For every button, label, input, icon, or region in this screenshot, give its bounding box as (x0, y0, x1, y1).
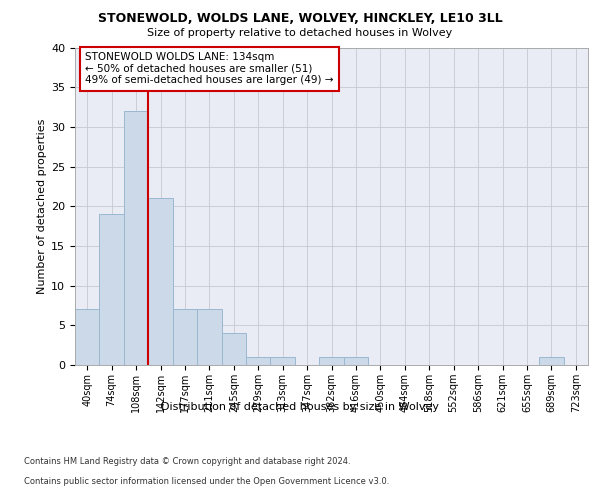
Text: STONEWOLD WOLDS LANE: 134sqm
← 50% of detached houses are smaller (51)
49% of se: STONEWOLD WOLDS LANE: 134sqm ← 50% of de… (85, 52, 334, 86)
Text: Size of property relative to detached houses in Wolvey: Size of property relative to detached ho… (148, 28, 452, 38)
Bar (197, 310, 221, 365)
Bar (148, 198, 173, 365)
Bar (271, 357, 295, 365)
Bar (246, 357, 271, 365)
Text: STONEWOLD, WOLDS LANE, WOLVEY, HINCKLEY, LE10 3LL: STONEWOLD, WOLDS LANE, WOLVEY, HINCKLEY,… (98, 12, 502, 26)
Bar (319, 357, 344, 365)
Text: Distribution of detached houses by size in Wolvey: Distribution of detached houses by size … (161, 402, 439, 412)
Bar (344, 357, 368, 365)
Bar (221, 333, 246, 365)
Text: Contains public sector information licensed under the Open Government Licence v3: Contains public sector information licen… (24, 478, 389, 486)
Bar (539, 357, 563, 365)
Bar (173, 310, 197, 365)
Bar (75, 310, 100, 365)
Y-axis label: Number of detached properties: Number of detached properties (37, 118, 47, 294)
Bar (124, 111, 148, 365)
Text: Contains HM Land Registry data © Crown copyright and database right 2024.: Contains HM Land Registry data © Crown c… (24, 458, 350, 466)
Bar (100, 214, 124, 365)
